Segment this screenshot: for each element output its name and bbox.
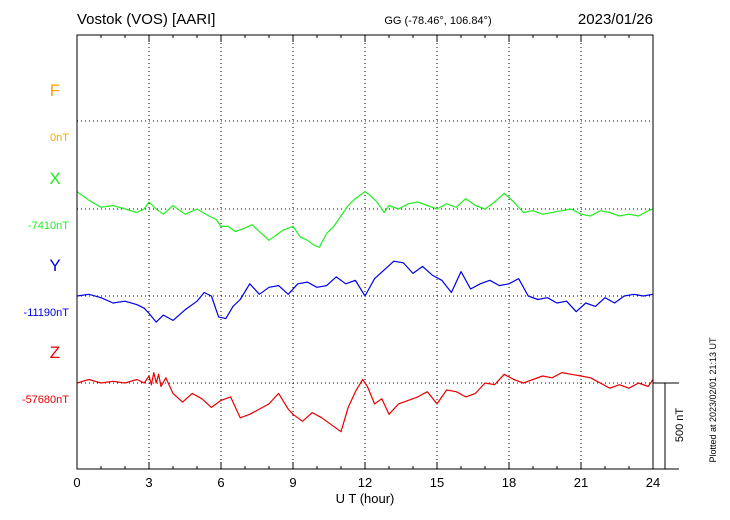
x-tick-label: 21 [574,475,588,490]
x-axis-label: U T (hour) [336,491,395,506]
scale-bar: 500 nT [653,382,686,470]
component-baseline-x: -7410nT [28,220,69,232]
x-tick-label: 15 [430,475,444,490]
x-tick-label: 18 [502,475,516,490]
series-line-z [76,372,654,433]
component-name-y: Y [49,256,60,275]
component-name-x: X [49,169,60,188]
x-tick-label: 3 [145,475,152,490]
component-labels: F 0nT X -7410nT Y -11190nT Z -57680nT [22,81,69,406]
series-layer [76,191,654,433]
x-axis: 0 3 6 9 12 15 18 21 24 [73,35,660,490]
component-baseline-y: -11190nT [24,307,70,319]
grid-layer [77,35,653,469]
series-line-y [76,260,654,323]
station-coords: GG (-78.46°, 106.84°) [384,15,491,27]
scale-bar-label: 500 nT [674,408,686,443]
series-line-x [76,191,654,248]
component-baseline-z: -57680nT [22,394,69,406]
component-baseline-f: 0nT [50,132,69,144]
station-title: Vostok (VOS) [AARI] [77,11,215,28]
chart-date: 2023/01/26 [578,11,653,28]
x-tick-label: 0 [73,475,80,490]
component-name-z: Z [50,343,60,362]
component-name-f: F [50,81,60,100]
x-tick-label: 6 [217,475,224,490]
plot-timestamp: Plotted at 2023/02/01 21:13 UT [708,337,718,463]
x-tick-label: 9 [289,475,296,490]
x-tick-label: 24 [646,475,660,490]
x-tick-label: 12 [358,475,372,490]
